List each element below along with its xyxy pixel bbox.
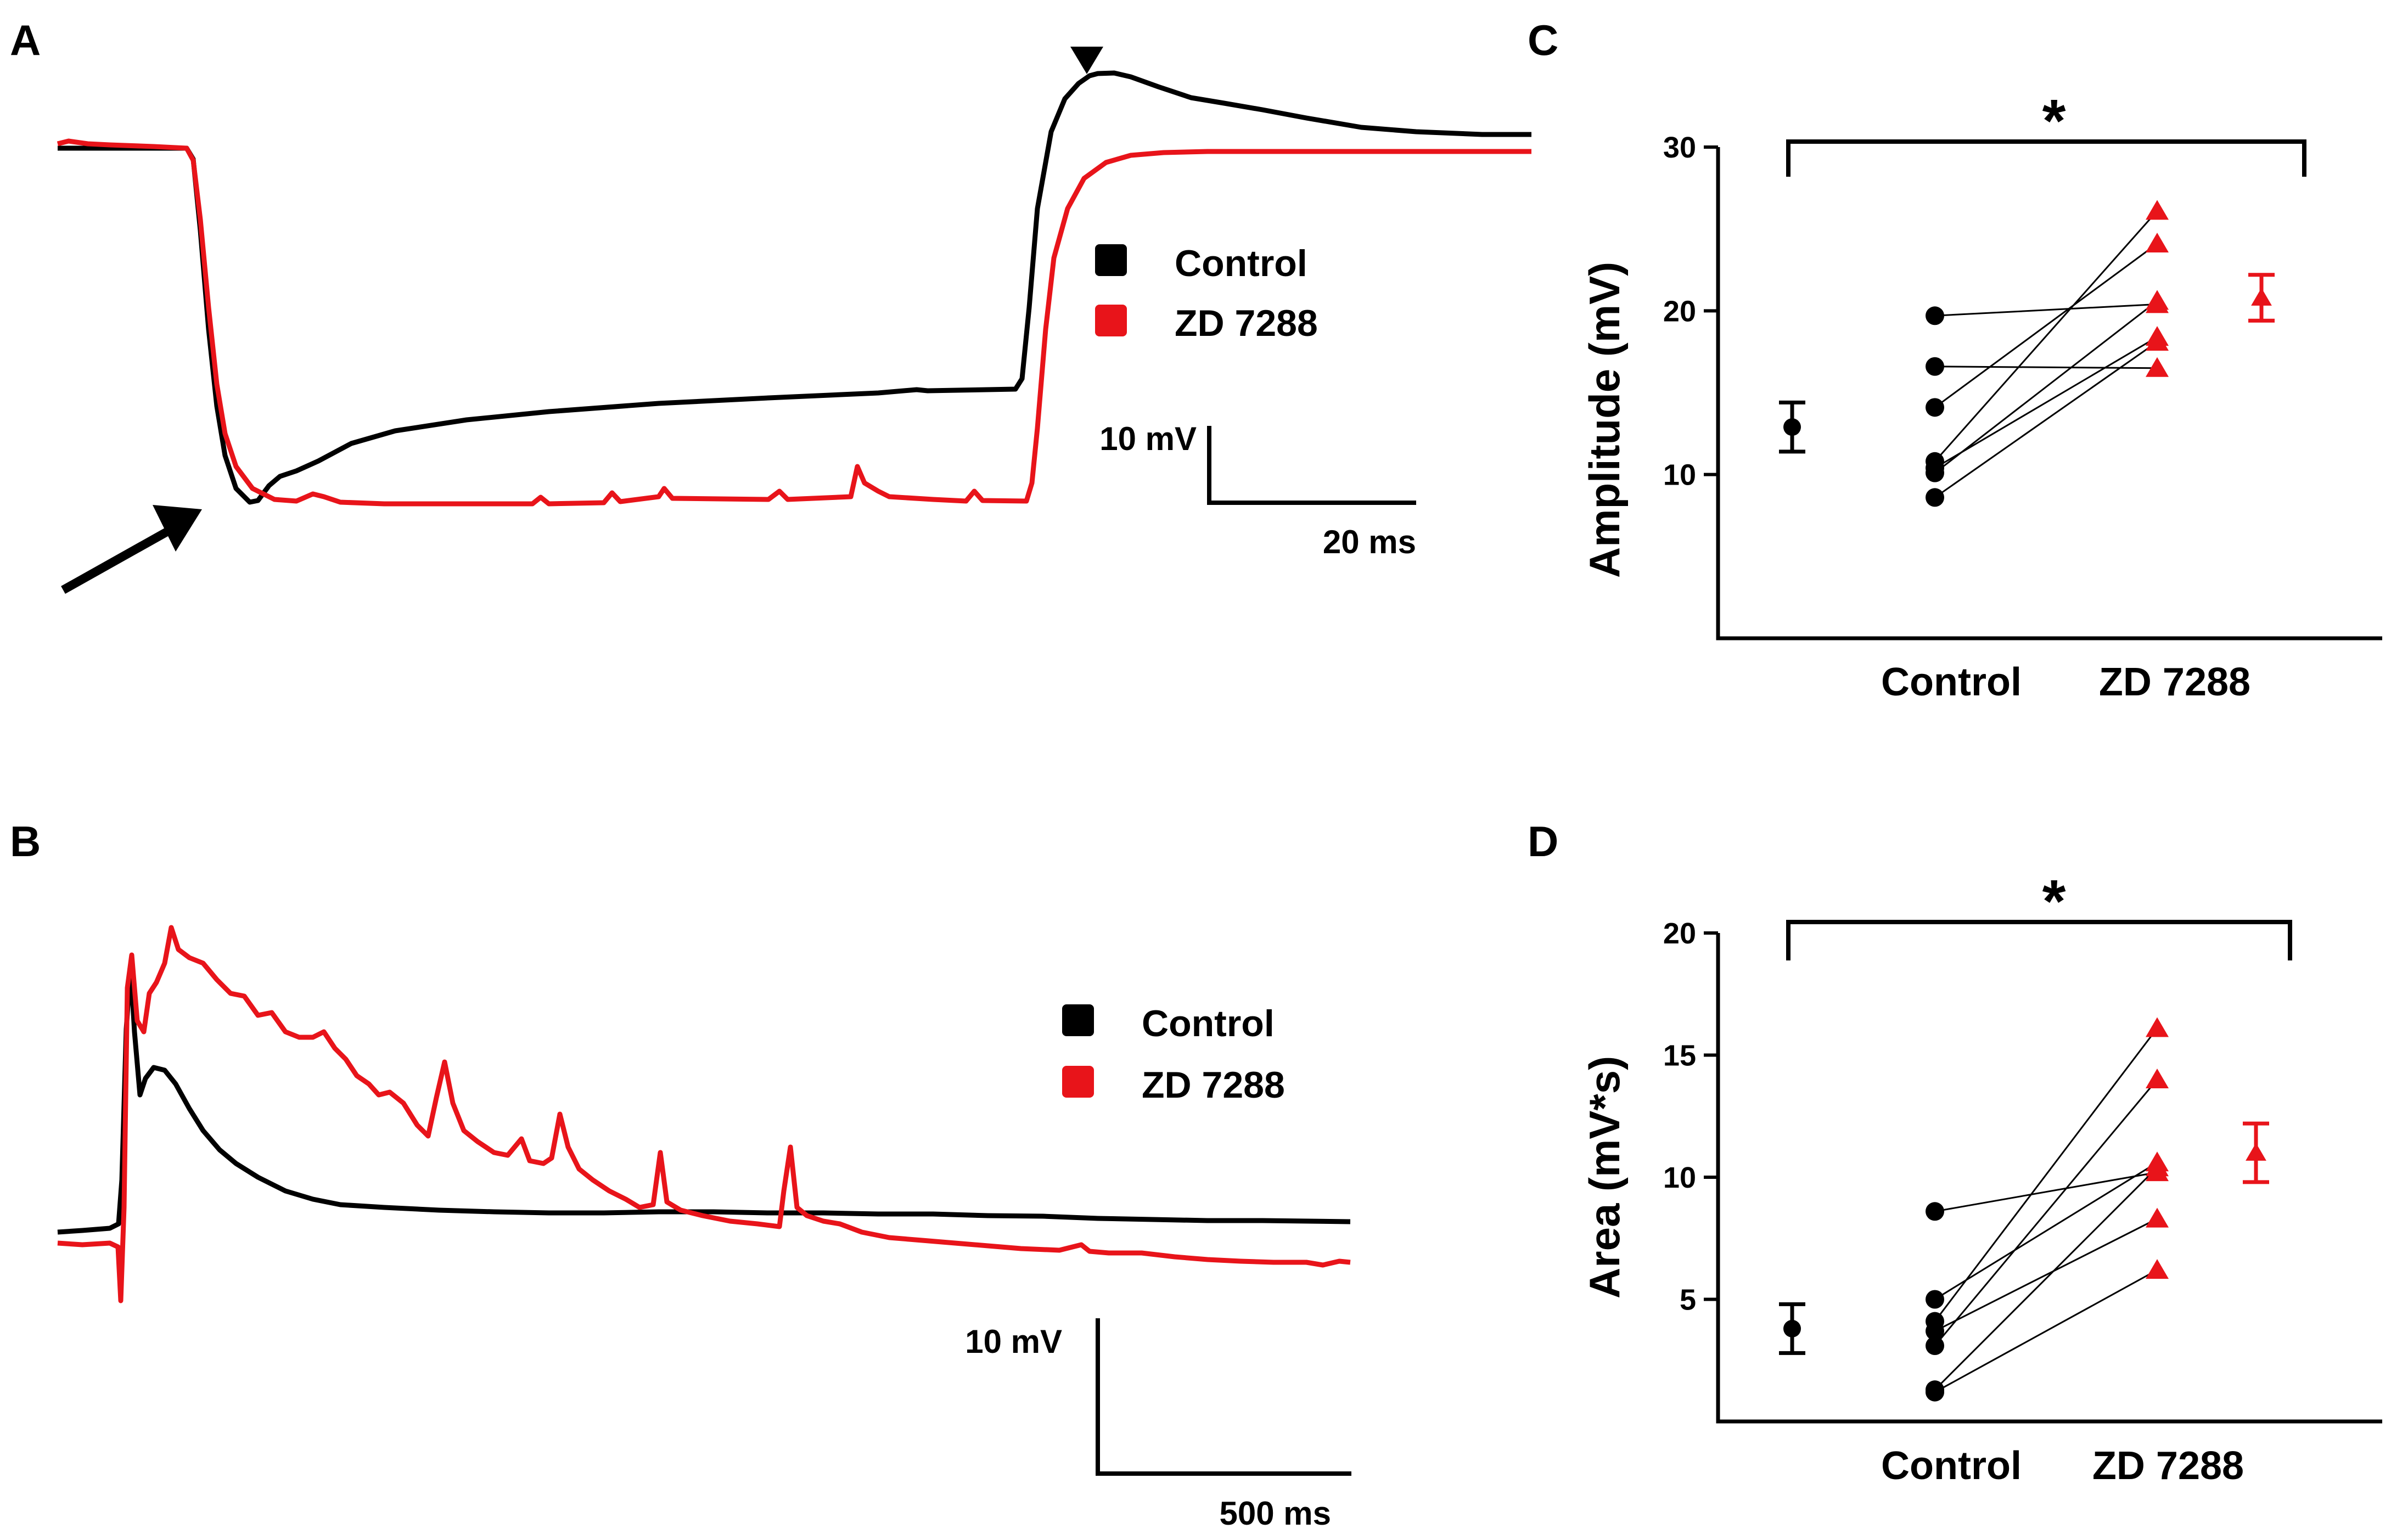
pair-line [1934,210,2158,462]
control-point [1926,463,1944,482]
control-point [1926,488,1944,507]
control-point [1926,1202,1944,1221]
axis-d-frame [1716,933,2382,1424]
zd7288-mean-marker [2251,288,2272,306]
zd7288-point [2146,1259,2169,1279]
control-point [1926,1290,1944,1309]
pair-line [1934,1171,2158,1212]
axis-d-y-title: Area (mV*s) [1580,1056,1629,1299]
pair-line [1934,300,2158,474]
pair-line [1934,303,2158,317]
control-point [1926,306,1944,325]
panel-d-marks [1779,1017,2269,1402]
legend-b-control-label: Control [1142,1003,1275,1044]
control-mean-marker [1783,1319,1801,1337]
y-tick-label: 5 [1680,1284,1696,1317]
y-tick-label: 10 [1663,1161,1696,1194]
significance-bracket-c [1786,139,2306,177]
significance-star-d: * [2042,868,2066,935]
y-tick-label: 15 [1663,1039,1696,1072]
legend-a-zd-label: ZD 7288 [1175,302,1318,344]
panel-b: B Control ZD 7288 10 mV 500 ms [10,817,1351,1532]
significance-bracket-d [1786,920,2292,960]
scale-bar-a [1207,426,1416,505]
zd7288-point [2146,200,2169,220]
zd7288-point [2146,1017,2169,1037]
axis-c-y-title: Amplitude (mV) [1580,262,1629,578]
control-mean-marker [1783,418,1801,436]
control-point [1926,357,1944,376]
zd7288-point [2146,1207,2169,1228]
pair-line [1934,1162,2158,1300]
trace-b-zd [57,925,1351,1303]
y-tick-label: 20 [1663,917,1696,950]
control-point [1926,398,1944,417]
panel-letter-a: A [10,16,41,64]
axis-c-frame [1716,147,2382,640]
scale-b-voltage-label: 10 mV [965,1323,1062,1360]
pair-line [1934,1269,2158,1393]
category-d-control: Control [1881,1444,2022,1488]
y-tick-label: 30 [1663,131,1696,164]
zd7288-mean-marker [2246,1143,2266,1161]
control-point [1926,1336,1944,1356]
zd7288-point [2146,1069,2169,1088]
control-point [1926,1382,1944,1402]
panel-letter-b: B [10,817,41,865]
pair-line [1934,1079,2158,1347]
zd7288-point [2146,1156,2169,1177]
axis-c-y-ticks: 10 20 30 [1663,131,1718,492]
pair-line [1934,341,2158,498]
pair-line [1934,336,2158,469]
legend-a-zd-swatch [1095,305,1127,336]
pair-line [1934,243,2158,408]
zd7288-point [2146,290,2169,310]
panel-c-marks [1779,200,2275,507]
panel-letter-d: D [1528,817,1558,865]
axis-d-y-ticks: 5 10 15 20 [1663,917,1718,1317]
peak-marker-triangle [1070,47,1103,74]
y-tick-label: 20 [1663,295,1696,328]
panel-letter-c: C [1528,16,1558,64]
control-point [1926,1322,1944,1341]
category-c-control: Control [1881,660,2022,704]
legend-b-zd-label: ZD 7288 [1142,1064,1285,1106]
legend-b-control-swatch [1062,1004,1094,1036]
panel-d: D Area (mV*s) 5 10 15 20 * Control ZD 7288 [1528,817,2382,1488]
zd7288-point [2146,331,2169,351]
pair-line [1934,1167,2158,1391]
panel-c: C Amplitude (mV) 10 20 30 * Control ZD 728… [1528,16,2382,704]
significance-star-c: * [2042,87,2066,155]
arrow-shaft [61,523,178,594]
pair-line [1934,366,2158,369]
panel-a: A Control ZD 7288 10 mV 20 ms [10,16,1531,594]
pair-line [1934,1027,2158,1322]
category-c-zd: ZD 7288 [2099,660,2250,704]
y-tick-label: 10 [1663,459,1696,492]
scale-bar-b [1096,1318,1351,1476]
trace-a-zd [57,138,1531,507]
scale-a-time-label: 20 ms [1323,524,1416,560]
trace-b-control [57,963,1351,1235]
scale-a-voltage-label: 10 mV [1099,420,1197,457]
category-d-zd: ZD 7288 [2092,1444,2244,1488]
legend-b-zd-swatch [1062,1066,1094,1098]
arrow-head [153,505,202,552]
legend-a-control-swatch [1095,244,1127,276]
zd7288-point [2146,233,2169,253]
trace-a-control [58,70,1531,505]
legend-a-control-label: Control [1175,243,1307,284]
zd7288-point [2146,357,2169,377]
scale-b-time-label: 500 ms [1220,1495,1332,1532]
pair-line [1934,1218,2158,1332]
